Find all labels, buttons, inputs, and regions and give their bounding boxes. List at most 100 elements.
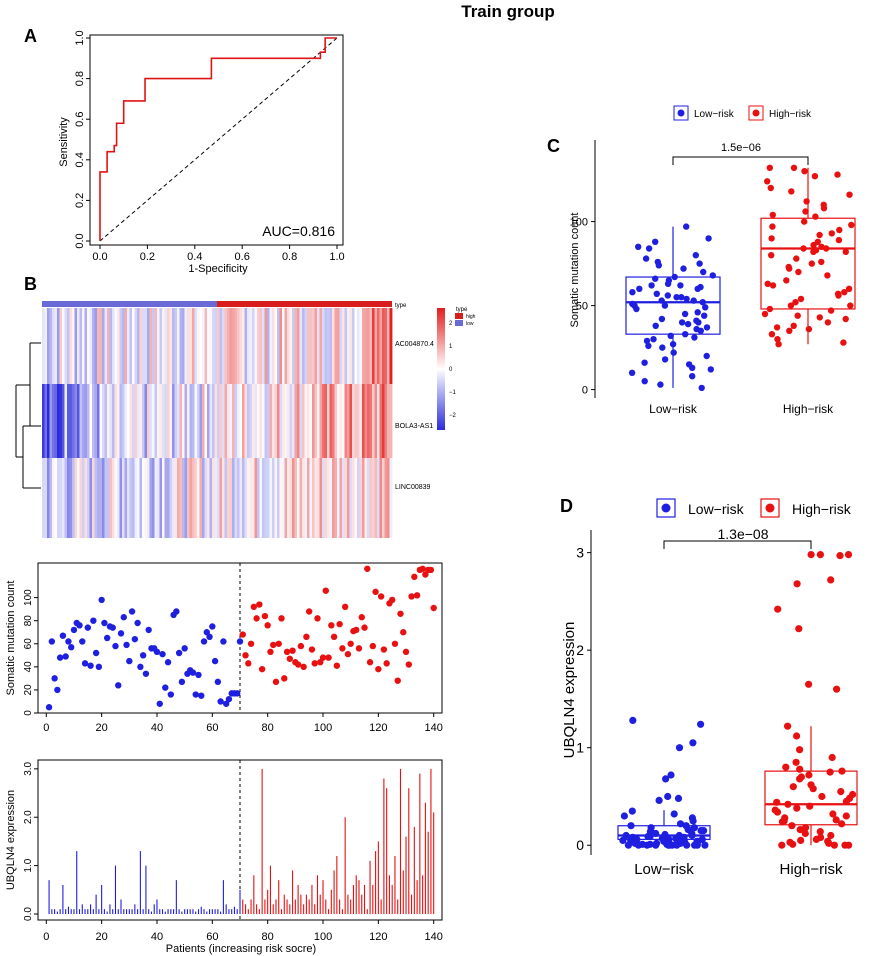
heatmap-cell xyxy=(249,458,253,538)
heatmap-cell xyxy=(179,458,183,538)
heatmap-cell xyxy=(199,308,203,384)
scatter-point-high xyxy=(383,660,390,667)
scatter-point-high xyxy=(408,593,415,600)
box-point-high xyxy=(802,208,809,215)
heatmap-cell xyxy=(159,384,163,458)
scatter-point-high xyxy=(272,678,280,686)
heatmap-cell xyxy=(279,384,283,458)
box-point-high xyxy=(774,605,782,613)
scatter-point-high xyxy=(400,629,407,636)
heatmap-cell xyxy=(207,458,210,538)
roc-x-label: 1-Specificity xyxy=(188,263,248,275)
heatmap-cell xyxy=(299,384,303,458)
box-point-high xyxy=(818,792,826,801)
box-point-high xyxy=(810,248,817,255)
heatmap-cell xyxy=(179,308,183,384)
scatter-point-low xyxy=(120,614,127,621)
roc-x-tick-label: 0.2 xyxy=(140,251,155,263)
scatter-point-high xyxy=(264,622,271,629)
scatter-point-high xyxy=(281,675,288,682)
box-y-tick-label: 0 xyxy=(582,384,588,396)
heatmap-cell xyxy=(194,384,198,458)
heatmap-cell xyxy=(309,458,313,538)
heatmap-cell xyxy=(354,458,358,538)
heatmap-cell xyxy=(139,308,143,384)
heatmap-cell xyxy=(242,458,245,538)
scatter-point-low xyxy=(123,641,130,649)
box-point-low xyxy=(670,349,677,356)
heatmap-cell xyxy=(92,458,95,538)
heatmap-cell xyxy=(234,308,238,384)
heatmap-cell xyxy=(112,308,115,384)
box-point-low xyxy=(675,744,684,752)
heatmap-cell xyxy=(364,384,368,458)
heatmap-cell xyxy=(182,458,185,538)
heatmap-cell xyxy=(134,308,138,384)
box-point-low xyxy=(667,332,674,339)
heatmap-cell xyxy=(217,458,220,538)
heatmap-cell xyxy=(149,384,153,458)
box-category-label: High−risk xyxy=(780,861,843,878)
heatmap-cell xyxy=(122,308,125,384)
box-point-low xyxy=(703,352,710,360)
box-point-high xyxy=(797,295,805,303)
box-point-high xyxy=(846,191,853,198)
box-point-high xyxy=(775,341,782,348)
heatmap-cell xyxy=(357,384,360,458)
heatmap-cell xyxy=(147,458,150,538)
box-point-high xyxy=(805,771,813,779)
roc-x-tick-label: 0.0 xyxy=(92,251,107,263)
heatmap-cell xyxy=(267,308,270,384)
box-point-high xyxy=(768,252,775,259)
heatmap-cell xyxy=(122,384,125,458)
heatmap-cell xyxy=(174,384,178,458)
heatmap-cell xyxy=(282,458,285,538)
heatmap-cell xyxy=(347,384,350,458)
heatmap-cell xyxy=(257,384,260,458)
heatmap-cell xyxy=(109,458,113,538)
heatmap-cell xyxy=(244,308,248,384)
scatter-point-low xyxy=(175,649,183,657)
heatmap-cell xyxy=(254,458,258,538)
box-point-low xyxy=(645,342,652,350)
heatmap-cell xyxy=(172,308,175,384)
heatmap-cell xyxy=(222,458,225,538)
box-point-low xyxy=(636,285,643,292)
heatmap-cell xyxy=(239,384,243,458)
box-point-low xyxy=(655,262,662,269)
heatmap-cell xyxy=(114,384,118,458)
scatter-point-low xyxy=(92,649,100,657)
heatmap-cell xyxy=(194,308,198,384)
box-point-high xyxy=(807,551,815,559)
heatmap-cell xyxy=(379,308,383,384)
scatter-point-low xyxy=(159,650,166,658)
heatmap-cell xyxy=(129,308,133,384)
heatmap-cell xyxy=(187,384,190,458)
box-point-high xyxy=(811,173,819,180)
box-point-low xyxy=(633,305,640,313)
roc-y-tick-label: 0.4 xyxy=(74,152,86,167)
box-point-low xyxy=(689,373,696,380)
heatmap-cell xyxy=(97,384,100,458)
scatter-point-low xyxy=(203,629,210,636)
scatter-point-low xyxy=(62,653,69,660)
heatmap-cell xyxy=(324,458,328,538)
box-point-low xyxy=(689,817,697,825)
heatmap-cell xyxy=(119,308,123,384)
heatmap-cell xyxy=(327,458,330,538)
heatmap-cell xyxy=(127,384,130,458)
heatmap-cell xyxy=(164,458,168,538)
heatmap-cell xyxy=(154,308,158,384)
roc-x-tick-label: 1.0 xyxy=(329,251,344,263)
box-point-low xyxy=(678,294,685,301)
heatmap-row-label: LINC00839 xyxy=(395,484,431,491)
box-point-high xyxy=(842,812,850,820)
heatmap-cell xyxy=(317,458,320,538)
heatmap-cell xyxy=(374,384,378,458)
heatmap-cell xyxy=(129,458,133,538)
heatmap-cell xyxy=(227,458,230,538)
box-point-high xyxy=(794,312,801,319)
heatmap-cell xyxy=(49,384,53,458)
scatter-point-low xyxy=(142,670,150,677)
scatter-point-low xyxy=(181,645,188,652)
